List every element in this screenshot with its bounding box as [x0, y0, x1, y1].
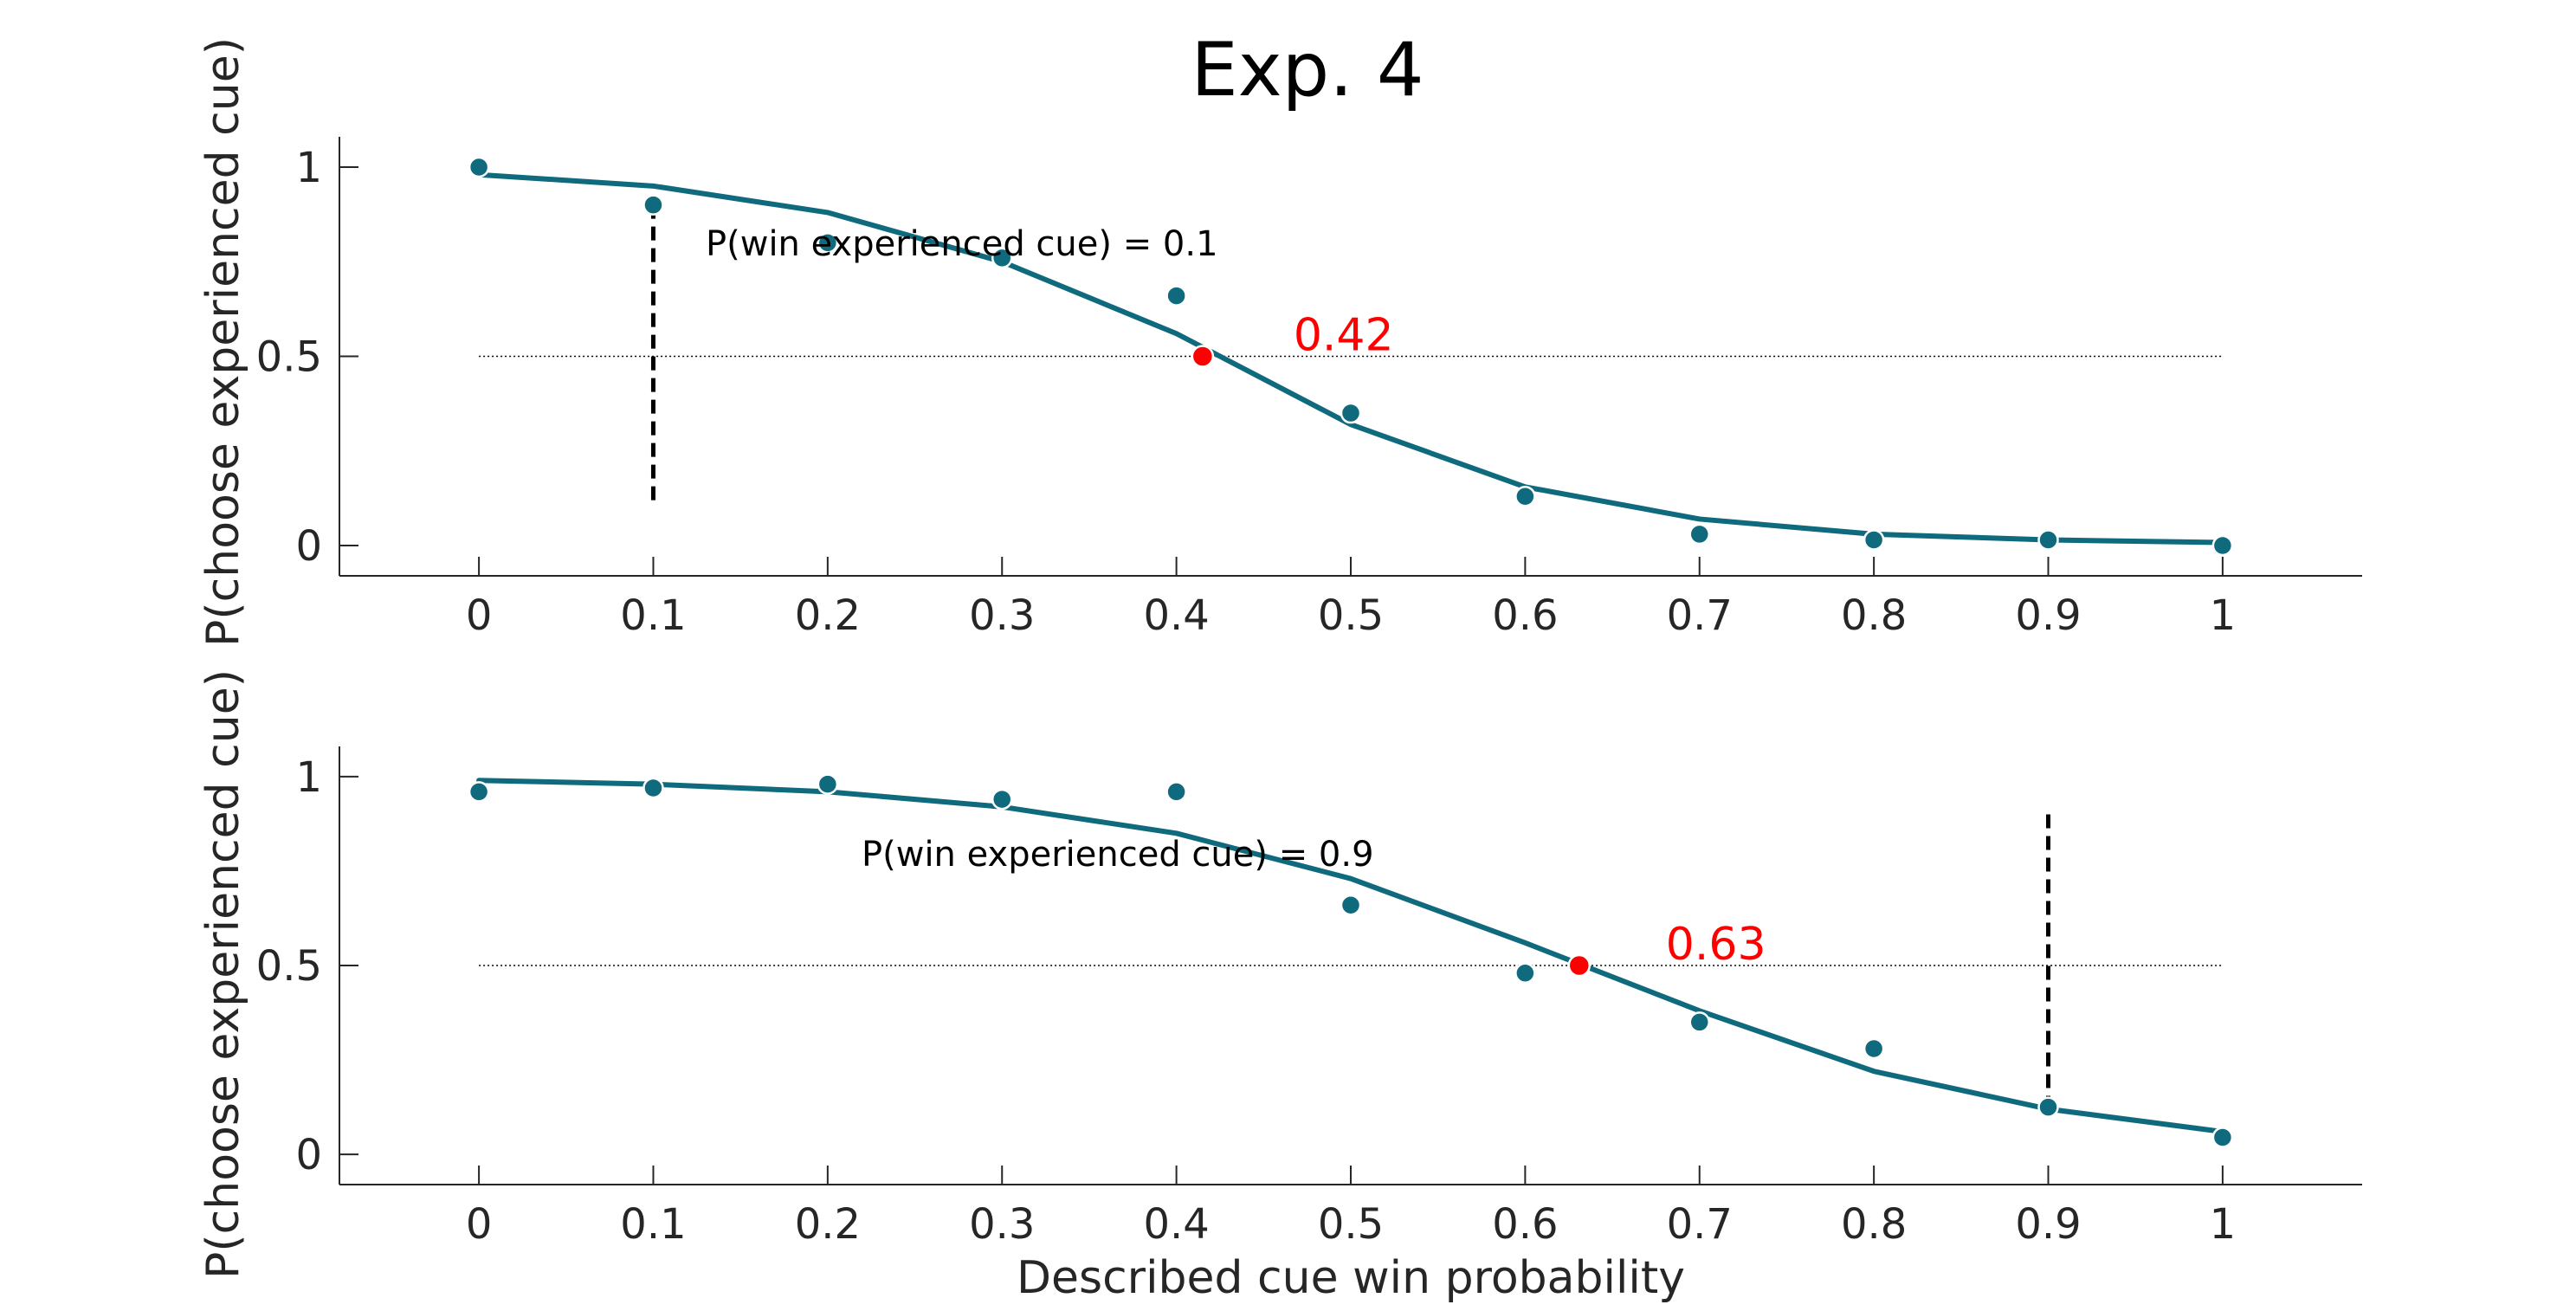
data-point: [642, 777, 664, 799]
x-tick-label: 0.4: [1143, 1200, 1209, 1249]
data-point: [2037, 529, 2059, 551]
data-point: [1165, 285, 1187, 307]
y-tick-label: 0: [295, 522, 322, 571]
data-point: [2037, 1096, 2059, 1118]
x-tick-label: 0.7: [1667, 1200, 1733, 1249]
x-tick-label: 0: [466, 1200, 493, 1249]
data-point: [468, 156, 490, 178]
data-point: [642, 194, 664, 216]
panel-bottom: 0 0.5 1 0 0.1 0.2 0.3 0.4 0.5 0.6 0.7 0.8 0.9 1 P(choo…: [197, 669, 2362, 1279]
x-tick-label: 0.8: [1841, 591, 1907, 640]
data-point: [1688, 1011, 1711, 1033]
data-point: [991, 788, 1013, 810]
data-point: [2211, 1127, 2234, 1148]
figure-xlabel: Described cue win probability: [1017, 1252, 1685, 1304]
y-axis-label: P(choose experienced cue): [197, 669, 249, 1279]
data-point: [1863, 1037, 1885, 1060]
x-tick-label: 0.5: [1318, 1200, 1384, 1249]
data-point: [1863, 529, 1885, 551]
x-tick-label: 1: [2210, 1200, 2237, 1249]
x-tick-label: 0.3: [969, 1200, 1035, 1249]
data-point: [1165, 781, 1187, 803]
x-tick-label: 0: [466, 591, 493, 640]
fit-curve: [476, 171, 2225, 546]
x-tick-label: 0.9: [2015, 591, 2081, 640]
y-axis-label: P(choose experienced cue): [197, 37, 249, 647]
x-tick-label: 0.6: [1492, 591, 1558, 640]
x-tick-label: 0.4: [1143, 591, 1209, 640]
y-tick-label: 1: [295, 144, 322, 192]
data-point: [1514, 962, 1536, 984]
data-point: [1340, 402, 1362, 424]
y-tick-label: 1: [295, 753, 322, 802]
pse-label: 0.63: [1666, 919, 1766, 971]
x-tick-label: 0.9: [2015, 1200, 2081, 1249]
x-tick-label: 0.5: [1318, 591, 1384, 640]
y-tick-label: 0.5: [256, 942, 322, 991]
x-tick-label: 0.3: [969, 591, 1035, 640]
data-point: [2211, 534, 2234, 557]
y-tick-label: 0.5: [256, 333, 322, 382]
data-point: [1340, 894, 1362, 916]
x-tick-label: 0.7: [1667, 591, 1733, 640]
pse-point: [1567, 953, 1591, 978]
x-tick-label: 1: [2210, 591, 2237, 640]
fit-curve: [476, 778, 2225, 1134]
x-tick-label: 0.1: [620, 1200, 686, 1249]
x-tick-label: 0.2: [795, 591, 861, 640]
x-tick-label: 0.8: [1841, 1200, 1907, 1249]
y-tick-label: 0: [295, 1131, 322, 1179]
data-point: [991, 247, 1013, 269]
pse-point: [1191, 345, 1215, 368]
data-point: [817, 773, 839, 795]
panel-annotation: P(win experienced cue) = 0.9: [862, 835, 1374, 875]
panel-annotation: P(win experienced cue) = 0.1: [706, 224, 1218, 264]
data-point: [468, 781, 490, 803]
data-point: [817, 232, 839, 254]
data-point: [1514, 485, 1536, 507]
x-tick-label: 0.6: [1492, 1200, 1558, 1249]
figure-title: Exp. 4: [1191, 27, 1424, 113]
panel-top: 0 0.5 1 0 0.1 0.2 0.3 0.4 0.5 0.6 0.7 0.8 0.9 1 P(choo…: [197, 37, 2362, 647]
pse-label: 0.42: [1294, 310, 1394, 362]
data-point: [1688, 523, 1711, 546]
x-tick-label: 0.2: [795, 1200, 861, 1249]
x-tick-label: 0.1: [620, 591, 686, 640]
